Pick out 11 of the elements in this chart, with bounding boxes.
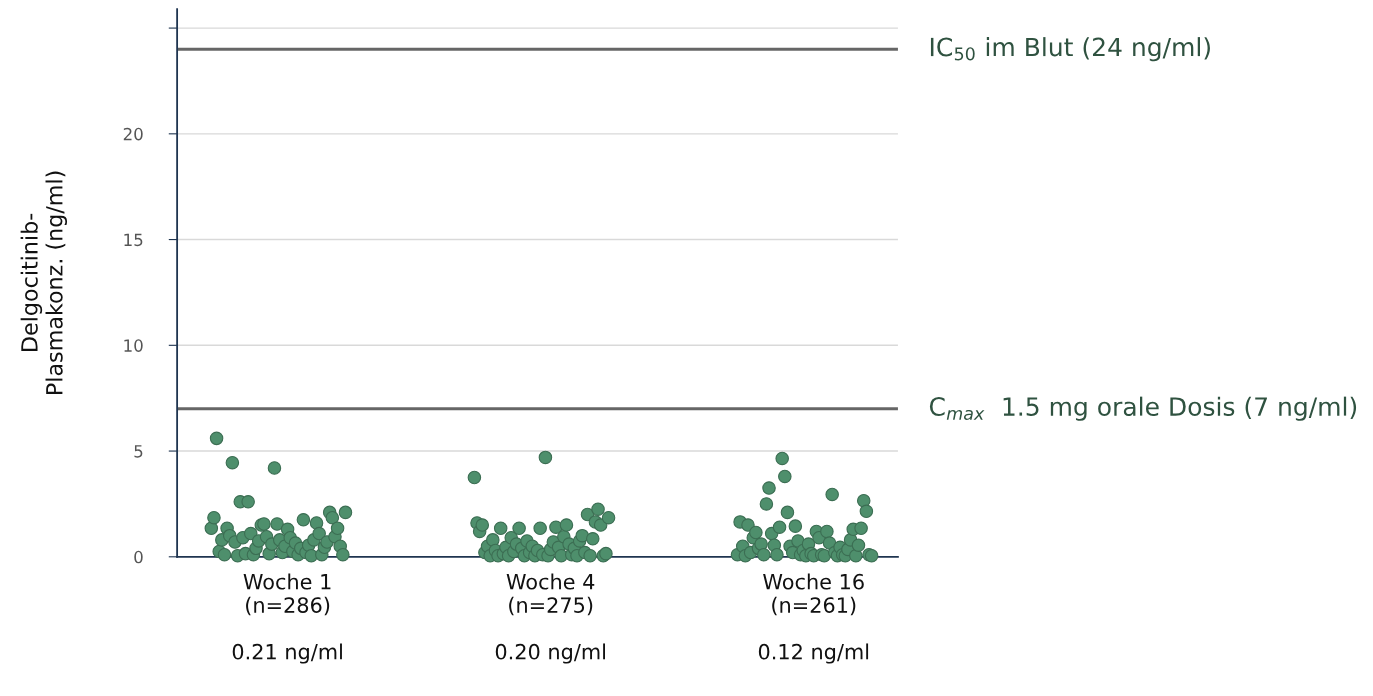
y-axis-title: Delgocitinib- Plasmakonz. (ng/ml) (20, 171, 68, 394)
y-tick-label: 15 (124, 233, 143, 247)
category-label: Woche 4 (n=275) 0.20 ng/ml (495, 573, 605, 664)
ref-line-label: C$_{max}$ 1.5 mg orale Dosis (7 ng/ml) (929, 396, 1357, 421)
y-tick-label: 0 (134, 550, 143, 564)
y-tick-label: 5 (134, 445, 143, 458)
y-tick-label: 10 (124, 339, 143, 352)
category-label: Woche 16 (n=261) 0.12 ng/ml (758, 573, 869, 664)
y-tick-label: 20 (123, 127, 143, 141)
ref-line-label: IC$_{50}$ im Blut (24 ng/ml) (930, 37, 1210, 62)
category-label: Woche 1 (n=286) 0.21 ng/ml (232, 573, 342, 664)
